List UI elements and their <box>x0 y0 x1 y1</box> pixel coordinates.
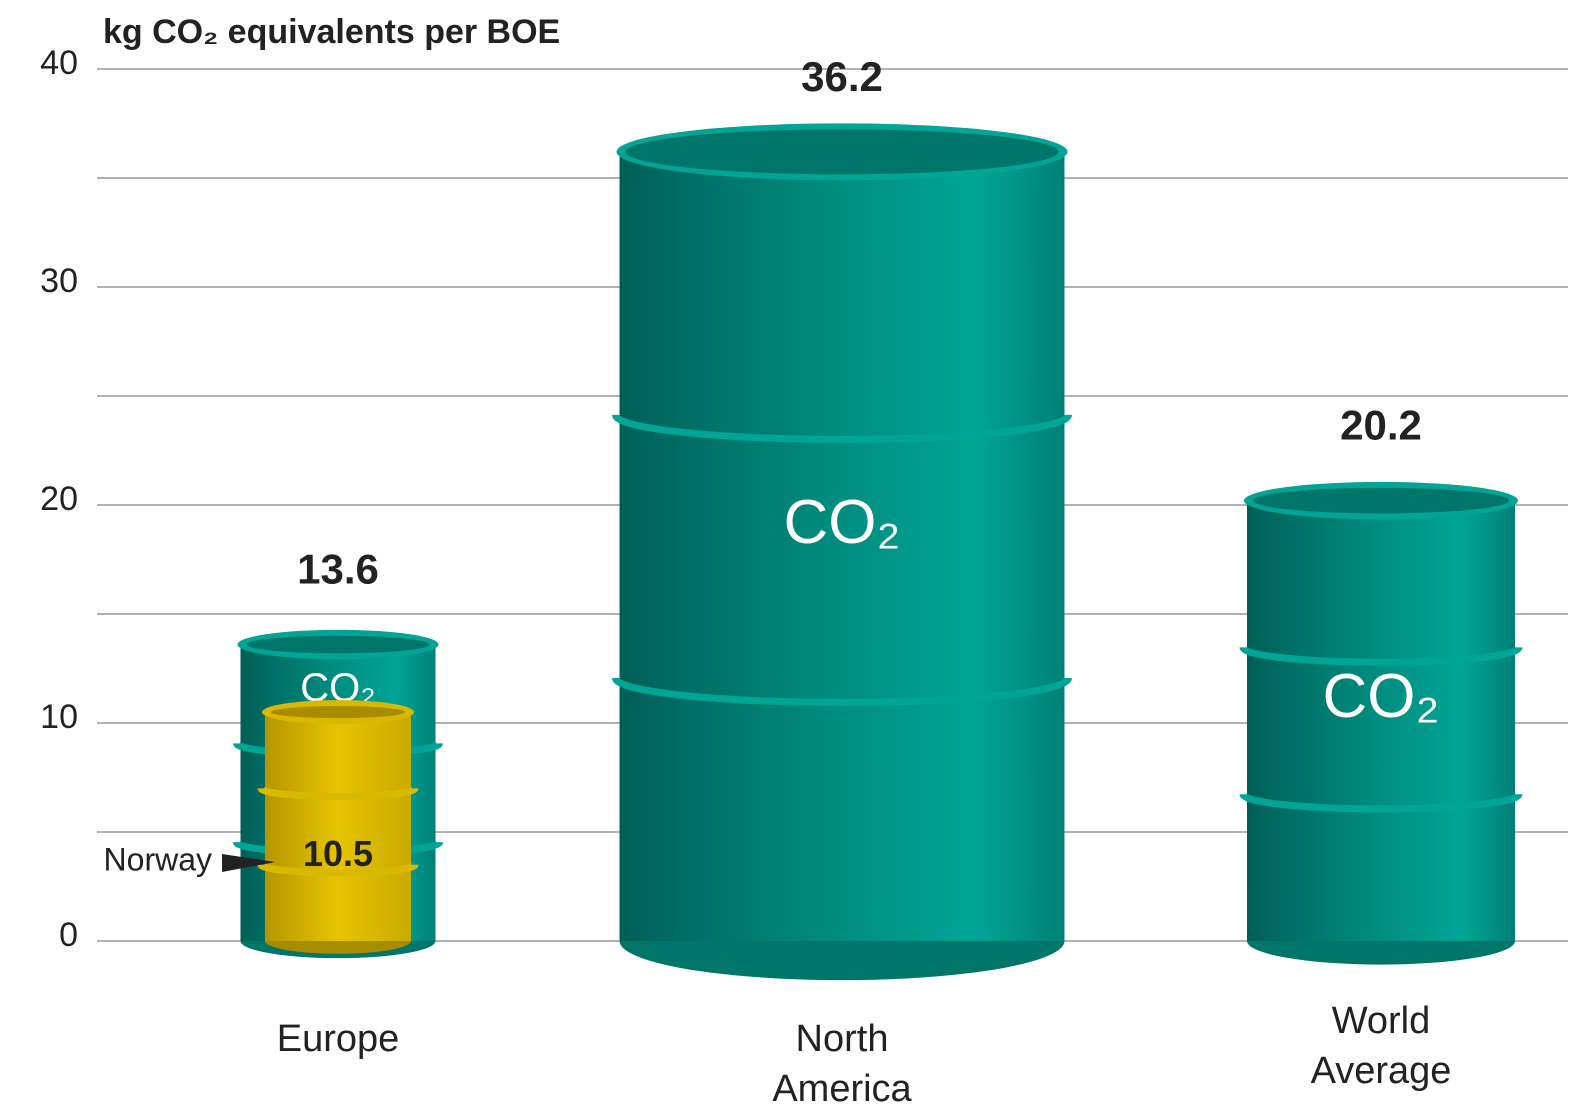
x-tick-label: North America <box>772 1018 912 1110</box>
barrel-group <box>1239 481 1523 965</box>
inset-barrel-group <box>257 700 419 954</box>
barrel-label: CO₂ <box>783 488 900 557</box>
inset-barrel-top <box>271 706 405 719</box>
inset-arrow <box>222 854 275 872</box>
chart-title: kg CO₂ equivalents per BOE <box>103 13 560 51</box>
y-tick-label: 10 <box>40 698 78 736</box>
barrel-top <box>625 129 1059 175</box>
barrel-hoop <box>612 677 1072 706</box>
value-label: 20.2 <box>1340 402 1422 449</box>
inset-barrel-hoop <box>257 786 419 800</box>
value-label: 13.6 <box>297 546 379 593</box>
y-tick-label: 40 <box>40 44 78 82</box>
barrel <box>1246 500 1516 941</box>
barrel <box>619 151 1065 942</box>
barrel-top <box>246 635 430 654</box>
inset-barrel <box>265 712 411 941</box>
inset-label: Norway <box>104 841 212 877</box>
y-tick-label: 30 <box>40 262 78 300</box>
inset-barrel-hoop <box>257 862 419 877</box>
barrel-hoop <box>1239 792 1523 813</box>
value-label: 36.2 <box>801 53 883 100</box>
barrel-hoop <box>612 414 1072 443</box>
barrel-hoop <box>1239 646 1523 666</box>
barrel-label: CO₂ <box>1322 662 1439 731</box>
barrel-group <box>612 123 1072 981</box>
y-tick-label: 0 <box>59 916 78 954</box>
barrel-top <box>1252 487 1510 514</box>
x-tick-label: Europe <box>276 1018 400 1060</box>
x-tick-label: World Average <box>1310 1000 1452 1092</box>
inset-value-label: 10.5 <box>303 833 373 874</box>
y-tick-label: 20 <box>40 480 78 518</box>
